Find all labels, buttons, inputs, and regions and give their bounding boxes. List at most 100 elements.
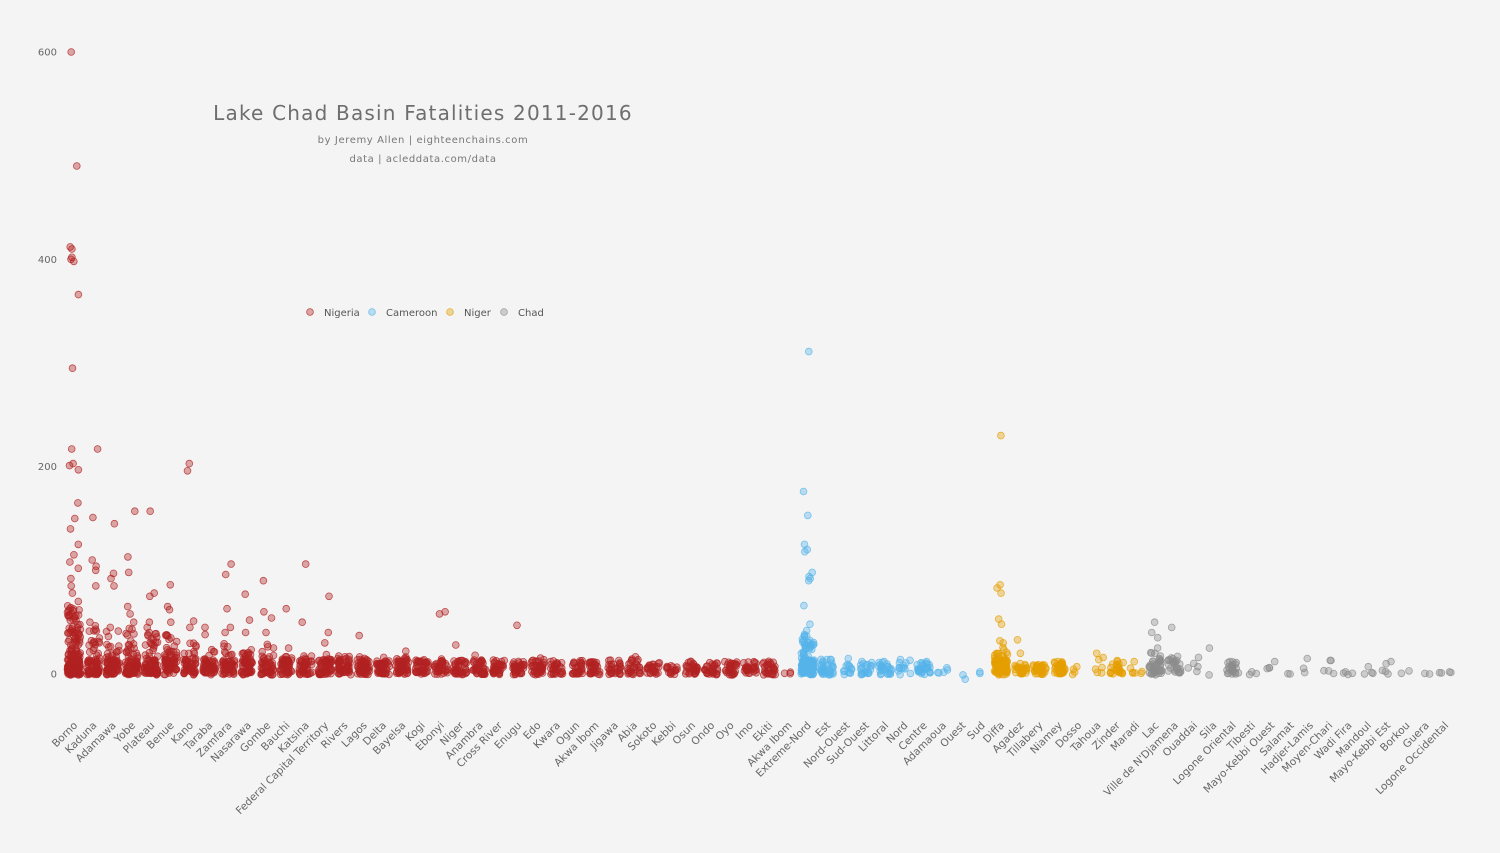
data-point	[896, 655, 905, 664]
data-point	[1405, 667, 1413, 675]
data-point	[668, 668, 677, 676]
y-axis: 0 200 400 600	[38, 48, 57, 681]
data-point	[70, 632, 78, 640]
data-point	[110, 669, 119, 678]
data-point	[94, 649, 102, 658]
data-point	[65, 664, 74, 673]
data-point	[479, 659, 487, 667]
data-point	[114, 627, 123, 635]
data-point	[401, 647, 410, 655]
data-point	[149, 646, 157, 655]
data-point	[239, 655, 248, 664]
legend-marker	[368, 308, 376, 316]
data-point	[663, 662, 671, 671]
data-point	[121, 658, 130, 666]
y-tick-label: 600	[38, 48, 57, 59]
data-point	[64, 637, 73, 646]
data-point	[461, 657, 470, 666]
data-point	[65, 613, 73, 621]
data-point	[142, 669, 151, 677]
data-point	[472, 659, 481, 668]
data-point	[162, 630, 171, 639]
data-point	[69, 615, 77, 624]
data-point	[115, 642, 123, 650]
data-point	[186, 623, 194, 632]
data-point	[131, 507, 139, 516]
data-point	[244, 660, 253, 669]
data-point	[74, 597, 83, 606]
data-point	[67, 48, 75, 56]
data-point	[258, 665, 267, 674]
data-point	[1147, 628, 1156, 637]
data-point	[1011, 661, 1019, 670]
data-point	[92, 627, 101, 635]
data-point	[345, 655, 353, 664]
legend-label: Cameroon	[386, 308, 437, 319]
data-point	[267, 614, 276, 622]
data-point	[186, 664, 195, 673]
data-point	[189, 670, 198, 679]
data-point	[124, 553, 132, 561]
data-point	[451, 641, 460, 649]
data-point	[269, 651, 278, 660]
data-point	[589, 659, 598, 668]
data-point	[74, 290, 83, 299]
data-point	[1173, 652, 1182, 661]
data-point	[301, 665, 310, 673]
data-point	[1387, 657, 1395, 666]
data-point	[141, 651, 150, 659]
data-point	[74, 465, 83, 474]
data-point	[1155, 658, 1163, 667]
data-point	[1205, 671, 1213, 679]
legend-item: Niger	[446, 308, 492, 319]
data-point	[1184, 664, 1192, 672]
data-point	[93, 445, 102, 453]
data-point	[740, 666, 749, 675]
chart-subtitle-source: data | acleddata.com/data	[349, 154, 496, 165]
legend-label: Niger	[464, 308, 492, 319]
data-point	[276, 667, 285, 676]
data-point	[513, 621, 521, 630]
data-point	[90, 665, 99, 674]
data-point	[511, 663, 519, 671]
data-point	[123, 602, 132, 611]
data-point	[74, 564, 83, 573]
data-point	[539, 658, 548, 667]
data-point	[142, 661, 151, 669]
data-point	[577, 661, 586, 670]
data-point	[103, 640, 111, 649]
data-point	[240, 670, 248, 678]
data-point	[800, 601, 808, 610]
data-point	[150, 641, 159, 650]
data-point	[992, 666, 1001, 675]
legend-marker	[306, 308, 314, 316]
data-point	[1425, 670, 1434, 678]
data-point	[400, 665, 408, 674]
data-point	[221, 628, 229, 637]
data-point	[818, 669, 826, 677]
data-point	[226, 623, 235, 632]
data-point	[74, 620, 82, 629]
data-point	[260, 607, 268, 616]
data-point	[307, 652, 316, 660]
data-point	[110, 582, 118, 590]
points-layer	[63, 48, 1455, 683]
data-point	[479, 670, 488, 678]
data-point	[282, 604, 291, 613]
data-point	[95, 657, 103, 665]
legend-item: Cameroon	[368, 308, 437, 319]
data-point	[1031, 667, 1039, 676]
data-point	[170, 642, 179, 650]
data-point	[1248, 668, 1256, 676]
data-point	[1176, 665, 1185, 674]
data-point	[1303, 654, 1312, 663]
data-point	[201, 623, 209, 632]
data-point	[66, 558, 74, 566]
data-point	[616, 669, 624, 678]
x-axis: BornoKadunaAdamawaYobePlateauBenueKanoTa…	[50, 719, 1451, 817]
data-point	[183, 466, 192, 475]
data-point	[354, 662, 363, 671]
data-point	[644, 663, 652, 671]
data-point	[435, 664, 443, 673]
data-point	[74, 499, 82, 507]
